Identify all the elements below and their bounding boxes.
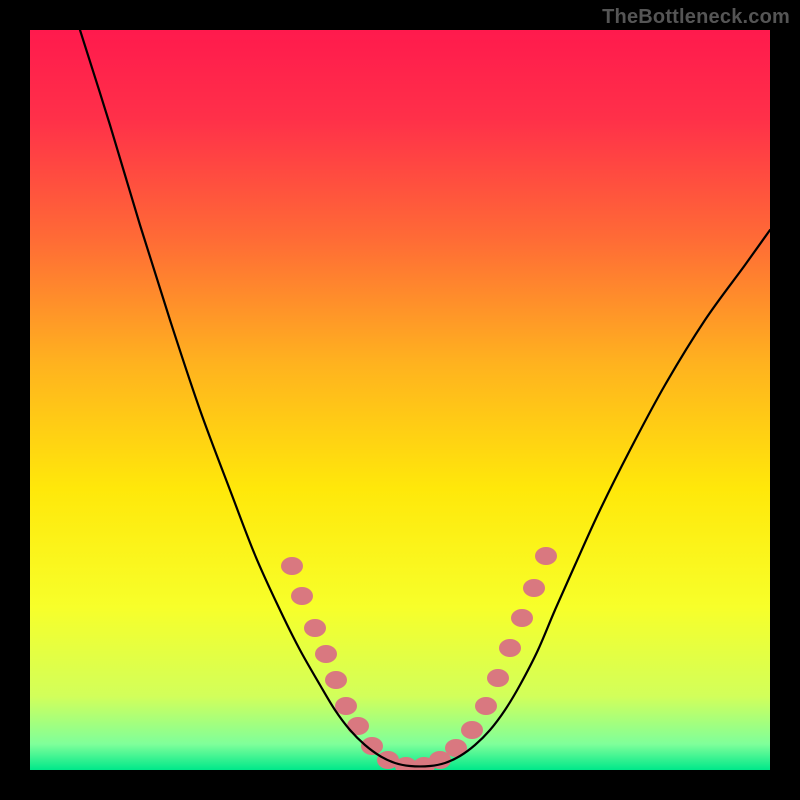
chart-root: TheBottleneck.com — [0, 0, 800, 800]
data-marker — [281, 557, 303, 575]
data-marker — [335, 697, 357, 715]
data-marker — [315, 645, 337, 663]
data-marker — [487, 669, 509, 687]
data-marker — [291, 587, 313, 605]
data-marker — [304, 619, 326, 637]
plot-area — [30, 30, 770, 770]
data-marker — [347, 717, 369, 735]
chart-svg — [30, 30, 770, 770]
data-marker — [499, 639, 521, 657]
data-marker — [461, 721, 483, 739]
watermark-text: TheBottleneck.com — [602, 6, 790, 29]
data-marker — [361, 737, 383, 755]
data-marker — [325, 671, 347, 689]
gradient-background — [30, 30, 770, 770]
data-marker — [523, 579, 545, 597]
data-marker — [475, 697, 497, 715]
data-marker — [511, 609, 533, 627]
data-marker — [535, 547, 557, 565]
